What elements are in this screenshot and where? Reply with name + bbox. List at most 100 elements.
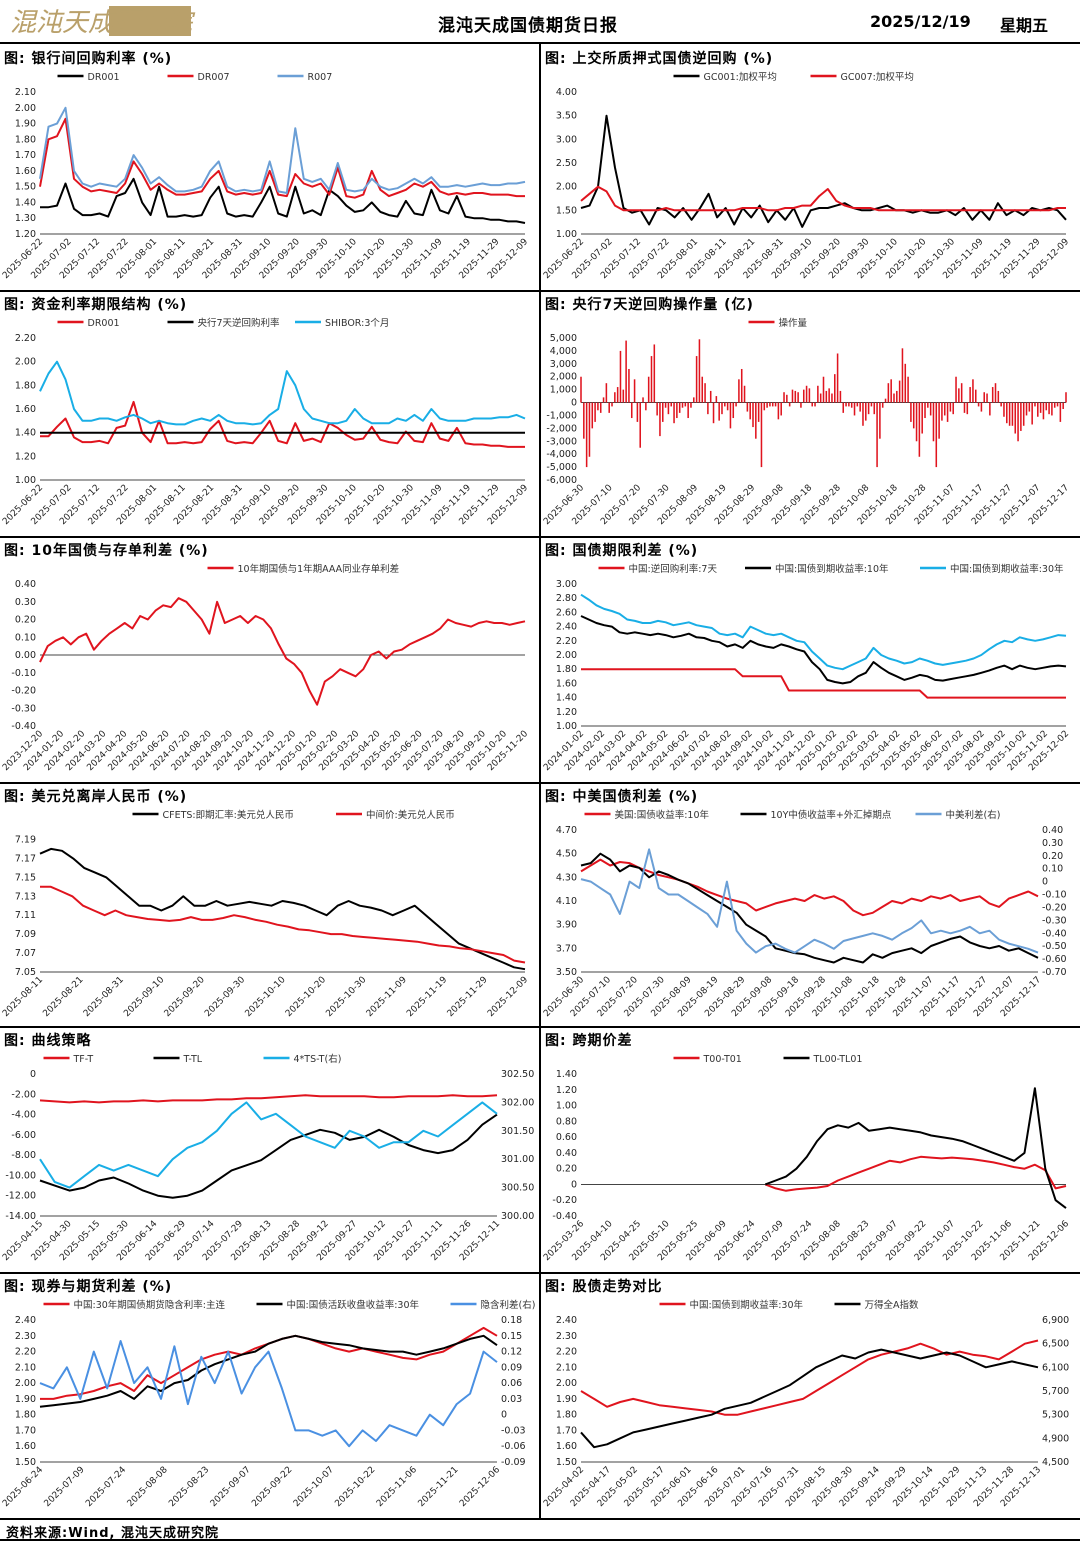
- bar: [887, 383, 890, 403]
- bar: [676, 402, 678, 419]
- y-tick-label: -0.10: [11, 668, 36, 679]
- bar: [791, 389, 794, 403]
- bar: [980, 402, 983, 412]
- bar: [605, 383, 608, 403]
- y-right-tick-label: 5,300: [1042, 1410, 1069, 1421]
- y-right-tick-label: 4,900: [1042, 1433, 1069, 1444]
- bar: [819, 393, 822, 403]
- legend-label: DR007: [198, 72, 230, 83]
- chart-panel-c10: 图: 跨期价差 T00-T01 TL00-TL01 -0.40 -0.20 0 0.20 0.…: [541, 1028, 1078, 1270]
- chart-title: 图: 中美国债利差 (%): [545, 789, 699, 805]
- bar: [650, 356, 653, 403]
- bar: [622, 389, 625, 403]
- y-tick-label: 1.40: [556, 1069, 577, 1080]
- y-tick-label: 5,000: [550, 333, 577, 344]
- legend-label: 中美利差(右): [946, 809, 1001, 821]
- bar: [901, 348, 904, 403]
- x-tick-label: 2025-12-09: [486, 975, 530, 1019]
- y-tick-label: 0.40: [556, 1148, 577, 1159]
- y-tick-label: 4.50: [556, 849, 577, 860]
- y-tick-label: 7.05: [15, 967, 36, 978]
- chart-svg-c8: 美国:国债收益率:10年 10Y中债收益率+外汇掉期点 中美利差(右) 3.50 3.7…: [542, 809, 1067, 1019]
- y-right-tick-label: 4,500: [1042, 1457, 1069, 1468]
- legend-item: DR007: [167, 72, 230, 83]
- y-tick-label: -0.20: [11, 686, 36, 697]
- y-right-tick-label: -0.70: [1042, 967, 1067, 978]
- bar: [718, 402, 720, 421]
- bar: [865, 402, 867, 421]
- x-tick-label: 2025-10-10: [244, 975, 288, 1019]
- y-tick-label: -4.00: [11, 1110, 36, 1121]
- y-right-tick-label: 5,700: [1042, 1386, 1069, 1397]
- chart-svg-c7: CFETS:即期汇率:美元兑人民币 中间价:美元兑人民币 7.05 7.07 7.09 7…: [1, 809, 530, 1019]
- series-line: [39, 1334, 498, 1408]
- chart-title: 图: 美元兑离岸人民币 (%): [4, 789, 188, 805]
- bar: [960, 383, 963, 403]
- bar: [1053, 402, 1056, 408]
- row-divider: [0, 1026, 1080, 1028]
- bar: [763, 402, 766, 411]
- y-tick-label: 0.20: [15, 615, 36, 626]
- bar: [709, 390, 712, 403]
- y-tick-label: 2.10: [15, 87, 36, 98]
- legend-label: R007: [308, 72, 333, 83]
- bar: [977, 402, 980, 407]
- y-right-tick-label: 0: [1042, 877, 1048, 888]
- bar: [591, 402, 594, 429]
- y-tick-label: 1.40: [556, 693, 577, 704]
- x-tick-label: 2025-09-07: [209, 1465, 253, 1509]
- bar: [678, 402, 681, 413]
- y-tick-label: 1.60: [15, 404, 36, 415]
- y-tick-label: 7.17: [15, 853, 36, 864]
- bar: [991, 387, 994, 403]
- y-tick-label: -3,000: [546, 436, 577, 447]
- bar: [653, 344, 656, 403]
- bar: [921, 402, 923, 434]
- legend-item: 央行7天逆回购利率: [167, 317, 280, 329]
- y-tick-label: 2.00: [556, 650, 577, 661]
- y-tick-label: 2.00: [556, 182, 577, 193]
- y-right-tick-label: -0.60: [1042, 954, 1067, 965]
- bar: [760, 402, 763, 468]
- y-tick-label: 1.80: [556, 664, 577, 675]
- bar: [664, 402, 667, 408]
- bar: [645, 402, 647, 411]
- y-tick-label: 2.80: [556, 593, 577, 604]
- y-right-tick-label: 0: [501, 1410, 507, 1421]
- report-date: 2025/12/19: [870, 12, 971, 31]
- y-tick-label: 1.00: [556, 1101, 577, 1112]
- chart-panel-c2: 图: 上交所质押式国债逆回购 (%) GC001:加权平均 GC007:加权平均 1.…: [541, 46, 1078, 288]
- y-right-tick-label: 0.40: [1042, 825, 1063, 836]
- legend-label: 10年期国债与1年期AAA同业存单利差: [238, 563, 400, 575]
- bar: [941, 402, 943, 421]
- y-tick-label: -8.00: [11, 1150, 36, 1161]
- y-tick-label: 1.40: [15, 197, 36, 208]
- bar: [825, 390, 828, 403]
- x-tick-label: 2025-12-06: [458, 1465, 502, 1509]
- y-tick-label: -0.30: [11, 703, 36, 714]
- y-right-tick-label: 0.20: [1042, 851, 1063, 862]
- y-tick-label: 1.30: [15, 213, 36, 224]
- y-tick-label: 1.50: [556, 1457, 577, 1468]
- bar: [1034, 402, 1036, 407]
- y-tick-label: 1.50: [15, 182, 36, 193]
- y-tick-label: 4,000: [550, 346, 577, 357]
- bar: [1020, 402, 1022, 431]
- chart-panel-c6: 图: 国债期限利差 (%) 中国:逆回购利率:7天 中国:国债到期收益率:10年 中国…: [541, 538, 1078, 780]
- bar: [616, 387, 619, 403]
- y-tick-label: -0.20: [552, 1195, 577, 1206]
- bar: [1003, 402, 1005, 417]
- series-line: [40, 1326, 498, 1400]
- bar: [856, 402, 859, 407]
- bar: [633, 379, 636, 403]
- bar: [580, 376, 582, 403]
- legend-label: 中国:国债到期收益率:30年: [950, 563, 1064, 575]
- chart-svg-c11: 中国:30年期国债期货隐含利率:主连 中国:国债活跃收盘收益率:30年 隐含利差(右…: [1, 1299, 535, 1509]
- x-tick-label: 2025-11-19: [405, 975, 449, 1019]
- bar: [1014, 402, 1017, 434]
- series-line: [580, 858, 1039, 917]
- bar: [704, 383, 706, 403]
- x-tick-label: 2025-10-20: [284, 975, 328, 1019]
- y-tick-label: 2.20: [15, 1347, 36, 1358]
- legend-label: 中国:国债到期收益率:30年: [690, 1299, 804, 1311]
